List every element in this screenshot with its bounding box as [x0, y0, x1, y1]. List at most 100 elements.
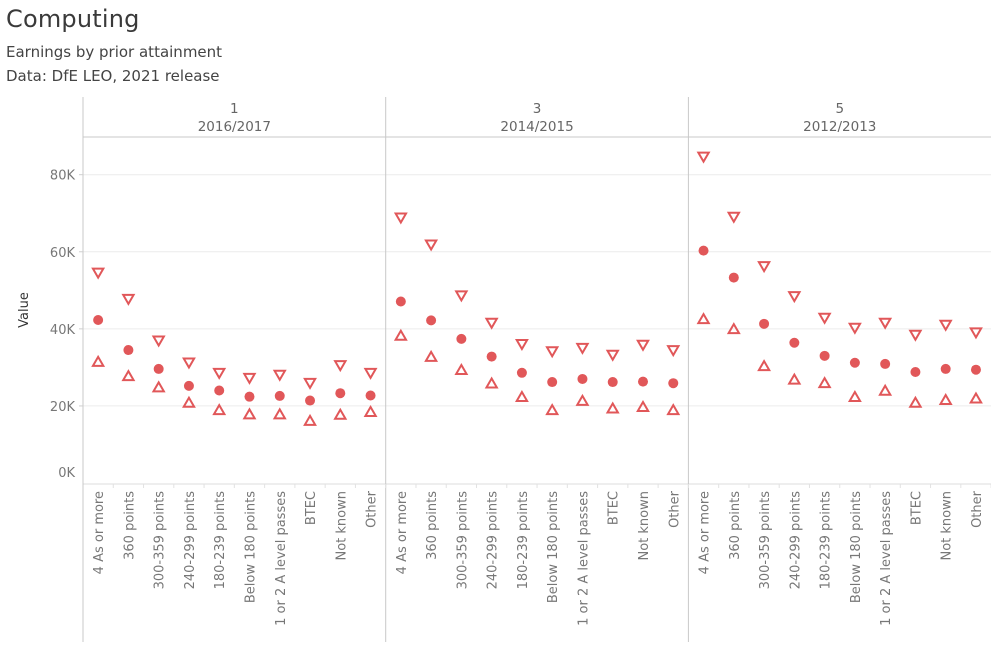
median-point [274, 390, 285, 401]
upper-quartile-point [272, 369, 287, 382]
median-point [819, 350, 830, 361]
lower-quartile-point [91, 354, 106, 367]
lower-quartile-point [242, 407, 257, 420]
upper-quartile-point [757, 261, 772, 274]
x-tick-label: 360 points [728, 491, 743, 560]
x-tick-label: 300-359 points [455, 491, 470, 590]
x-tick-label: Below 180 points [546, 491, 561, 603]
x-tick-label: Other [667, 490, 682, 528]
upper-quartile-point [514, 338, 529, 351]
lower-quartile-point [636, 399, 650, 412]
upper-quartile-point [393, 212, 408, 225]
lower-quartile-point [726, 322, 741, 335]
median-point [637, 376, 648, 387]
upper-quartile-point [242, 372, 257, 385]
lower-quartile-point [847, 389, 862, 402]
x-tick-label: 360 points [425, 491, 440, 560]
y-axis-label: Value [17, 292, 32, 328]
panel-header-number: 3 [533, 101, 542, 117]
upper-quartile-point [787, 291, 802, 304]
lower-quartile-point [272, 407, 287, 420]
x-tick-label: 4 As or more [92, 491, 107, 574]
x-tick-label: Other [365, 490, 380, 528]
upper-quartile-point [817, 312, 832, 325]
lower-quartile-point [575, 393, 590, 406]
upper-quartile-point [575, 342, 590, 355]
lower-quartile-point [363, 405, 378, 418]
lower-quartile-point [666, 403, 681, 416]
median-point [759, 318, 770, 329]
median-point [577, 373, 588, 384]
upper-quartile-point [545, 346, 560, 359]
upper-quartile-point [726, 211, 741, 224]
x-tick-label: 300-359 points [758, 491, 773, 590]
x-tick-label: 240-299 points [486, 491, 501, 590]
median-point [426, 315, 437, 326]
lower-quartile-point [303, 413, 317, 426]
x-tick-label: 240-299 points [788, 491, 803, 590]
median-point [607, 377, 618, 388]
median-point [335, 388, 346, 399]
gridlines [83, 174, 991, 407]
upper-quartile-point [303, 377, 317, 390]
median-point [183, 380, 194, 391]
median-point [880, 358, 891, 369]
upper-quartile-point [151, 335, 166, 348]
upper-quartile-point [878, 317, 893, 330]
upper-quartile-point [908, 329, 923, 342]
lower-quartile-point [454, 363, 469, 375]
median-point [365, 390, 376, 401]
median-point [789, 337, 800, 348]
upper-quartile-point [938, 319, 953, 332]
panel-header-year: 2012/2013 [803, 119, 876, 135]
median-point [214, 385, 225, 396]
lower-quartile-point [333, 407, 348, 420]
lower-quartile-point [787, 372, 802, 385]
lower-quartile-point [908, 395, 923, 408]
lower-quartile-point [212, 403, 227, 416]
upper-quartile-point [182, 357, 196, 370]
lower-quartile-point [121, 369, 136, 382]
x-tick-label: 1 or 2 A level passes [274, 491, 289, 626]
x-tick-label: 180-239 points [213, 491, 228, 590]
upper-quartile-point [121, 293, 136, 306]
median-point [153, 363, 164, 374]
x-tick-label: 360 points [122, 491, 137, 560]
x-tick-label: Not known [637, 491, 652, 561]
median-point [516, 367, 527, 378]
x-tick-label: 240-299 points [183, 491, 198, 590]
data-marks [91, 151, 983, 426]
median-point [456, 333, 467, 344]
lower-quartile-point [545, 403, 560, 416]
median-point [849, 357, 860, 368]
x-axis: 4 As or more 360 points 300-359 points 240-… [92, 484, 991, 626]
chart-subtitle: Earnings by prior attainment [6, 43, 223, 61]
x-tick-label: BTEC [909, 491, 924, 525]
median-point [668, 378, 679, 389]
y-tick-label: 80K [50, 169, 76, 184]
lower-quartile-point [969, 391, 983, 404]
median-point [305, 395, 316, 406]
upper-quartile-point [605, 349, 620, 362]
panel-header-year: 2016/2017 [198, 119, 271, 135]
panel-header-number: 1 [230, 101, 239, 117]
x-tick-label: Other [970, 490, 985, 528]
upper-quartile-point [969, 327, 983, 340]
upper-quartile-point [363, 367, 378, 380]
y-tick-label: 60K [50, 246, 76, 261]
x-tick-label: 1 or 2 A level passes [879, 491, 894, 626]
lower-quartile-point [938, 393, 953, 406]
median-point [244, 391, 255, 402]
x-tick-label: Below 180 points [849, 491, 864, 603]
lower-quartile-point [878, 383, 893, 396]
panel-header-number: 5 [835, 101, 844, 117]
x-tick-label: 180-239 points [819, 491, 834, 590]
chart-source-note: Data: DfE LEO, 2021 release [6, 67, 220, 85]
lower-quartile-point [424, 349, 439, 362]
upper-quartile-point [333, 360, 348, 373]
panel-headers: 1 2016/2017 3 2014/2015 5 2012/2013 [198, 101, 877, 135]
upper-quartile-point [91, 267, 106, 280]
x-tick-label: BTEC [304, 491, 319, 525]
median-point [940, 363, 951, 374]
